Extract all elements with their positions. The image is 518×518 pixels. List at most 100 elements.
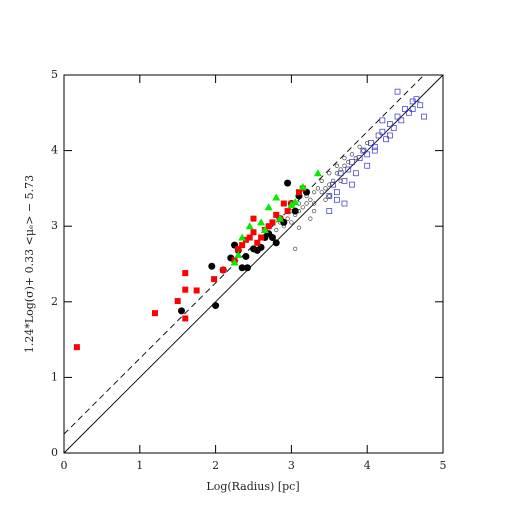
data-point — [296, 225, 302, 230]
data-point — [346, 159, 351, 165]
data-point — [258, 234, 265, 241]
data-point — [319, 178, 324, 183]
data-point — [338, 167, 343, 172]
y-tick-label: 2 — [51, 295, 58, 308]
x-tick-label: 3 — [288, 459, 295, 472]
data-point — [334, 189, 340, 196]
data-point — [265, 223, 272, 230]
data-point — [365, 140, 370, 146]
data-point — [349, 181, 355, 188]
data-point — [257, 218, 266, 226]
data-point — [287, 201, 296, 209]
data-point — [315, 186, 321, 191]
data-point — [246, 234, 253, 241]
data-point — [357, 144, 362, 149]
data-point — [312, 201, 317, 206]
y-tick-label: 0 — [51, 446, 58, 459]
data-point — [379, 128, 386, 135]
data-point — [308, 216, 313, 221]
data-point — [291, 198, 300, 206]
data-point — [379, 117, 386, 124]
data-point — [289, 220, 294, 225]
data-point — [341, 177, 348, 184]
data-point — [338, 178, 343, 183]
data-point — [383, 136, 389, 143]
data-point — [364, 162, 371, 169]
data-point — [304, 201, 309, 206]
data-point — [323, 197, 328, 202]
data-point — [269, 219, 276, 226]
x-tick-label: 4 — [364, 459, 371, 472]
data-point — [272, 239, 280, 247]
data-point — [293, 246, 298, 251]
data-point — [417, 102, 424, 109]
data-point — [285, 216, 290, 221]
x-tick-label: 2 — [212, 459, 219, 472]
data-point — [334, 171, 339, 176]
data-point — [300, 205, 305, 210]
data-point — [182, 270, 189, 277]
y-tick-label: 1 — [51, 370, 58, 383]
data-point — [250, 215, 257, 222]
data-point — [298, 182, 307, 190]
data-point — [356, 155, 363, 162]
data-point — [312, 190, 317, 195]
data-point — [398, 117, 405, 124]
data-point — [235, 245, 242, 252]
data-point — [211, 276, 218, 283]
data-point — [220, 267, 227, 274]
y-tick-label: 4 — [51, 144, 58, 157]
data-point — [182, 286, 189, 293]
data-point — [371, 143, 378, 150]
data-point — [73, 344, 80, 351]
data-point — [177, 307, 185, 315]
data-point — [313, 169, 322, 177]
data-point — [334, 196, 340, 203]
data-point — [353, 156, 358, 161]
data-point — [402, 106, 408, 112]
data-point — [361, 148, 366, 153]
data-point — [264, 203, 273, 211]
data-point — [327, 193, 332, 199]
data-point — [349, 152, 355, 157]
data-point — [326, 208, 333, 214]
data-point — [387, 121, 393, 127]
data-point — [242, 236, 249, 243]
data-point — [406, 109, 412, 116]
data-point — [360, 147, 367, 154]
data-point — [243, 264, 251, 272]
data-point — [212, 302, 220, 310]
data-point — [242, 252, 250, 260]
data-point — [337, 170, 344, 177]
data-point — [409, 106, 416, 112]
data-point — [390, 125, 397, 131]
data-point — [341, 200, 348, 207]
y-axis-label: 1.24*Log(σ)+ 0.33 <μₑ> − 5.73 — [23, 175, 36, 353]
data-point — [254, 239, 261, 246]
data-point — [327, 182, 332, 187]
data-point — [330, 178, 336, 183]
data-point — [250, 229, 257, 236]
y-tick-label: 3 — [51, 219, 58, 232]
data-point — [274, 227, 279, 233]
data-point — [193, 287, 200, 294]
data-point — [272, 193, 281, 201]
data-point — [394, 88, 401, 95]
data-point — [174, 298, 181, 305]
x-axis-label: Log(Radius) [pc] — [206, 480, 299, 493]
data-point — [284, 208, 291, 215]
data-point — [394, 113, 401, 120]
data-point — [276, 214, 285, 222]
data-point — [319, 190, 324, 195]
data-point — [239, 242, 246, 249]
data-point — [273, 211, 280, 218]
x-tick-label: 1 — [136, 459, 143, 472]
data-point — [326, 193, 333, 199]
data-point — [238, 264, 246, 272]
data-point — [234, 250, 243, 258]
data-point — [371, 147, 378, 154]
data-point — [334, 163, 339, 168]
data-point — [208, 262, 216, 270]
data-point — [342, 163, 347, 168]
